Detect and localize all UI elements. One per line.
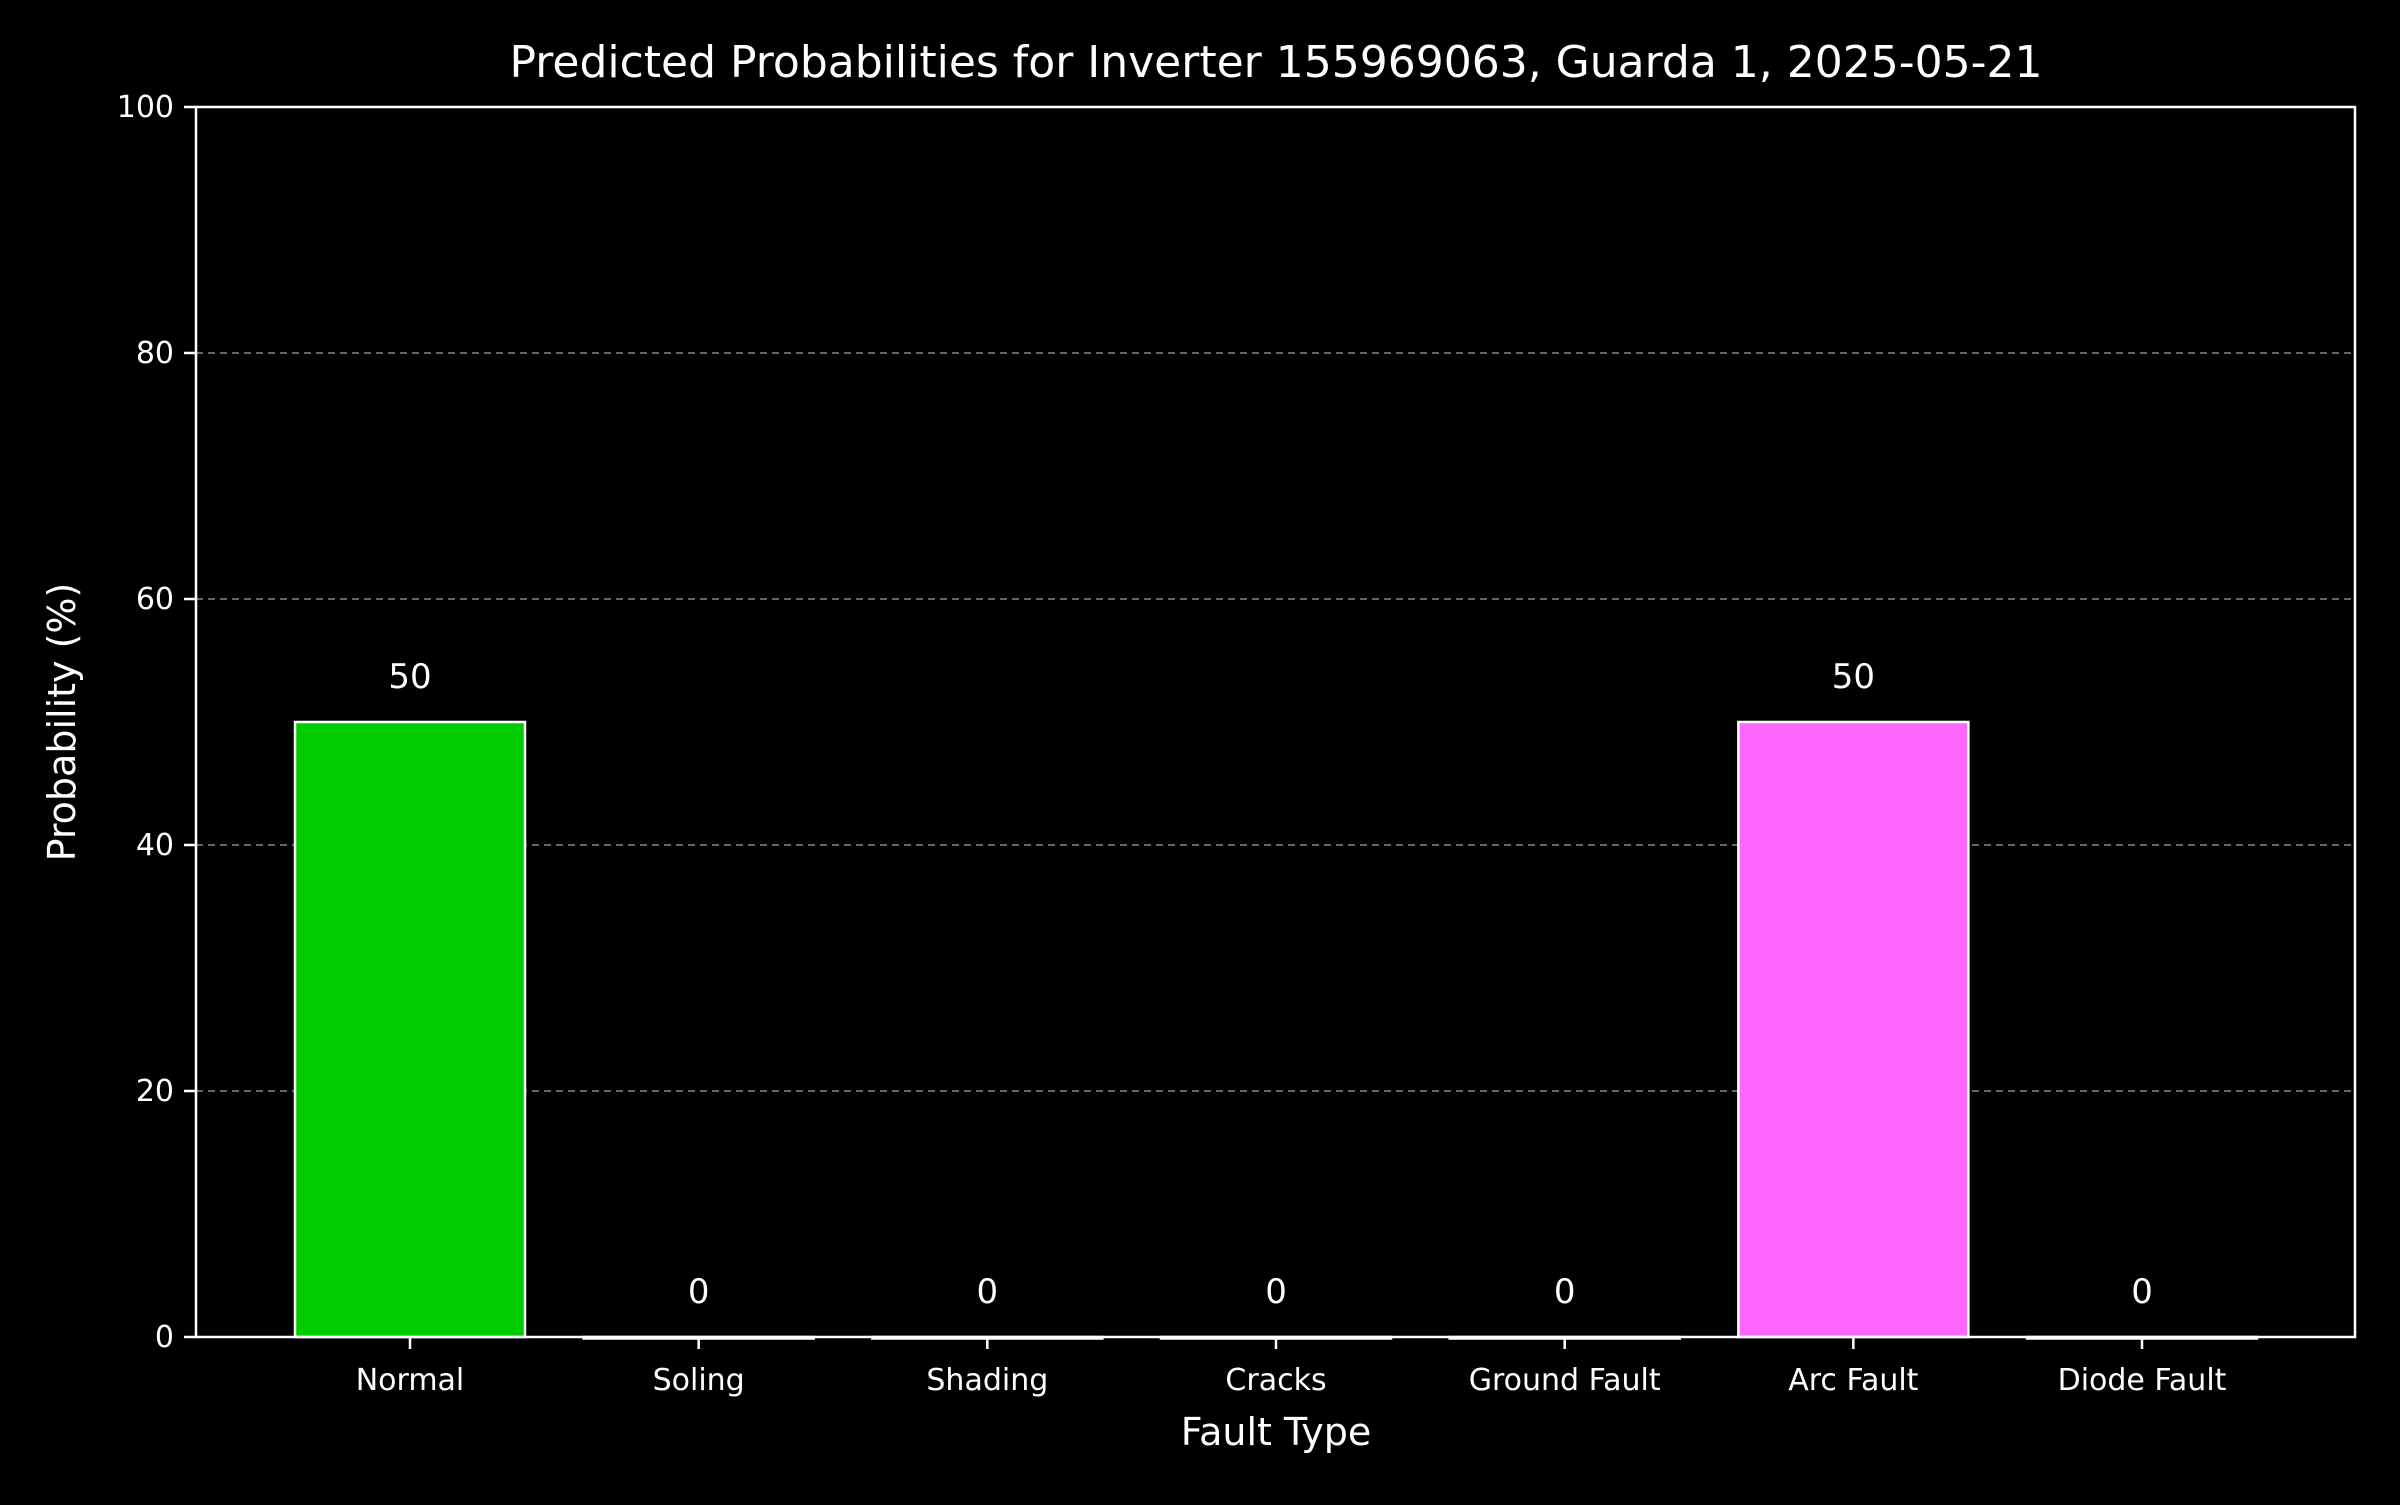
bar-normal: [293, 720, 527, 1339]
x-tick-label: Diode Fault: [2058, 1363, 2227, 1398]
y-tick-label: 20: [136, 1074, 174, 1109]
x-axis-ticks: Normal Soling Shading Cracks Ground Fault Arc…: [356, 1337, 2227, 1398]
y-axis-ticks: 0 20 40 60 80 100: [117, 90, 196, 1355]
bar-value-label: 0: [1265, 1272, 1287, 1312]
bar-value-label: 0: [2131, 1272, 2153, 1312]
x-tick-label: Normal: [356, 1363, 465, 1398]
y-tick-label: 60: [136, 582, 174, 617]
x-tick-label: Arc Fault: [1788, 1363, 1918, 1398]
chart-title: Predicted Probabilities for Inverter 155…: [510, 37, 2043, 88]
value-labels: 50 0 0 0 0 50 0: [388, 657, 2152, 1312]
bar-value-label: 0: [688, 1272, 710, 1312]
bar-value-label: 0: [1554, 1272, 1576, 1312]
y-tick-label: 80: [136, 336, 174, 371]
bar-value-label: 50: [1832, 657, 1875, 697]
y-tick-label: 100: [117, 90, 174, 125]
x-tick-label: Shading: [926, 1363, 1048, 1398]
y-tick-label: 0: [155, 1320, 174, 1355]
bar-arc-fault: [1737, 720, 1970, 1339]
x-tick-label: Cracks: [1225, 1363, 1326, 1398]
x-tick-label: Soling: [653, 1363, 745, 1398]
x-tick-label: Ground Fault: [1469, 1363, 1661, 1398]
x-axis-label: Fault Type: [1181, 1410, 1372, 1454]
y-tick-label: 40: [136, 828, 174, 863]
bar-value-label: 0: [977, 1272, 999, 1312]
y-axis-label: Probability (%): [40, 583, 84, 862]
bar-value-label: 50: [388, 657, 431, 697]
